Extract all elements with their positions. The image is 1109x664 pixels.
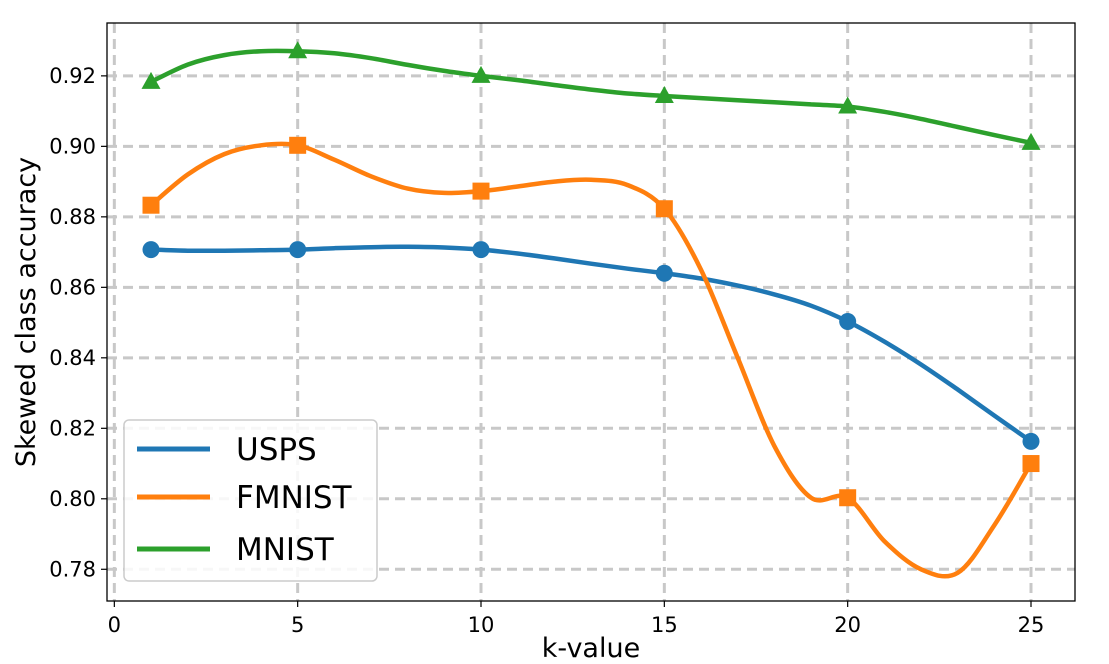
mnist-point xyxy=(838,96,858,114)
x-tick-label: 15 xyxy=(651,613,678,637)
y-tick-label: 0.80 xyxy=(49,487,96,511)
legend-label-mnist: MNIST xyxy=(236,532,335,568)
x-tick-label: 5 xyxy=(291,613,304,637)
y-tick-label: 0.86 xyxy=(49,275,96,299)
usps-point xyxy=(142,241,160,259)
mnist-point xyxy=(654,85,674,103)
usps-point xyxy=(1022,432,1040,450)
x-tick-label: 25 xyxy=(1018,613,1045,637)
x-tick-label: 10 xyxy=(468,613,495,637)
usps-point xyxy=(289,241,307,259)
y-tick-label: 0.84 xyxy=(49,346,96,370)
usps-point xyxy=(655,264,673,282)
y-axis-label: Skewed class accuracy xyxy=(11,157,42,467)
x-axis-label: k-value xyxy=(542,633,640,664)
y-tick-label: 0.90 xyxy=(49,134,96,158)
fmnist-point xyxy=(472,182,490,200)
series-markers xyxy=(141,41,1041,507)
fmnist-point xyxy=(655,200,673,218)
x-tick-label: 20 xyxy=(834,613,861,637)
fmnist-point xyxy=(289,136,307,154)
legend-box xyxy=(123,419,378,582)
y-tick-label: 0.82 xyxy=(49,416,96,440)
y-tick-label: 0.92 xyxy=(49,64,96,88)
fmnist-point xyxy=(839,489,857,507)
mnist-point xyxy=(288,41,308,59)
fmnist-point xyxy=(1022,455,1040,473)
legend: USPS FMNIST MNIST xyxy=(123,419,378,582)
legend-label-fmnist: FMNIST xyxy=(236,480,353,516)
mnist-point xyxy=(141,71,161,89)
usps-point xyxy=(839,313,857,331)
mnist-point xyxy=(1021,132,1041,150)
usps-point xyxy=(472,241,490,259)
x-tick-label: 0 xyxy=(108,613,121,637)
y-tick-label: 0.88 xyxy=(49,205,96,229)
plot-frame xyxy=(106,22,1076,602)
y-axis-ticks: 0.78 0.80 0.82 0.84 0.86 0.88 0.90 0.92 xyxy=(49,64,107,581)
fmnist-point xyxy=(142,196,160,214)
y-tick-label: 0.78 xyxy=(49,557,96,581)
x-axis-ticks: 0 5 10 15 20 25 xyxy=(108,601,1045,637)
legend-label-usps: USPS xyxy=(236,432,317,468)
mnist-point xyxy=(471,65,491,83)
